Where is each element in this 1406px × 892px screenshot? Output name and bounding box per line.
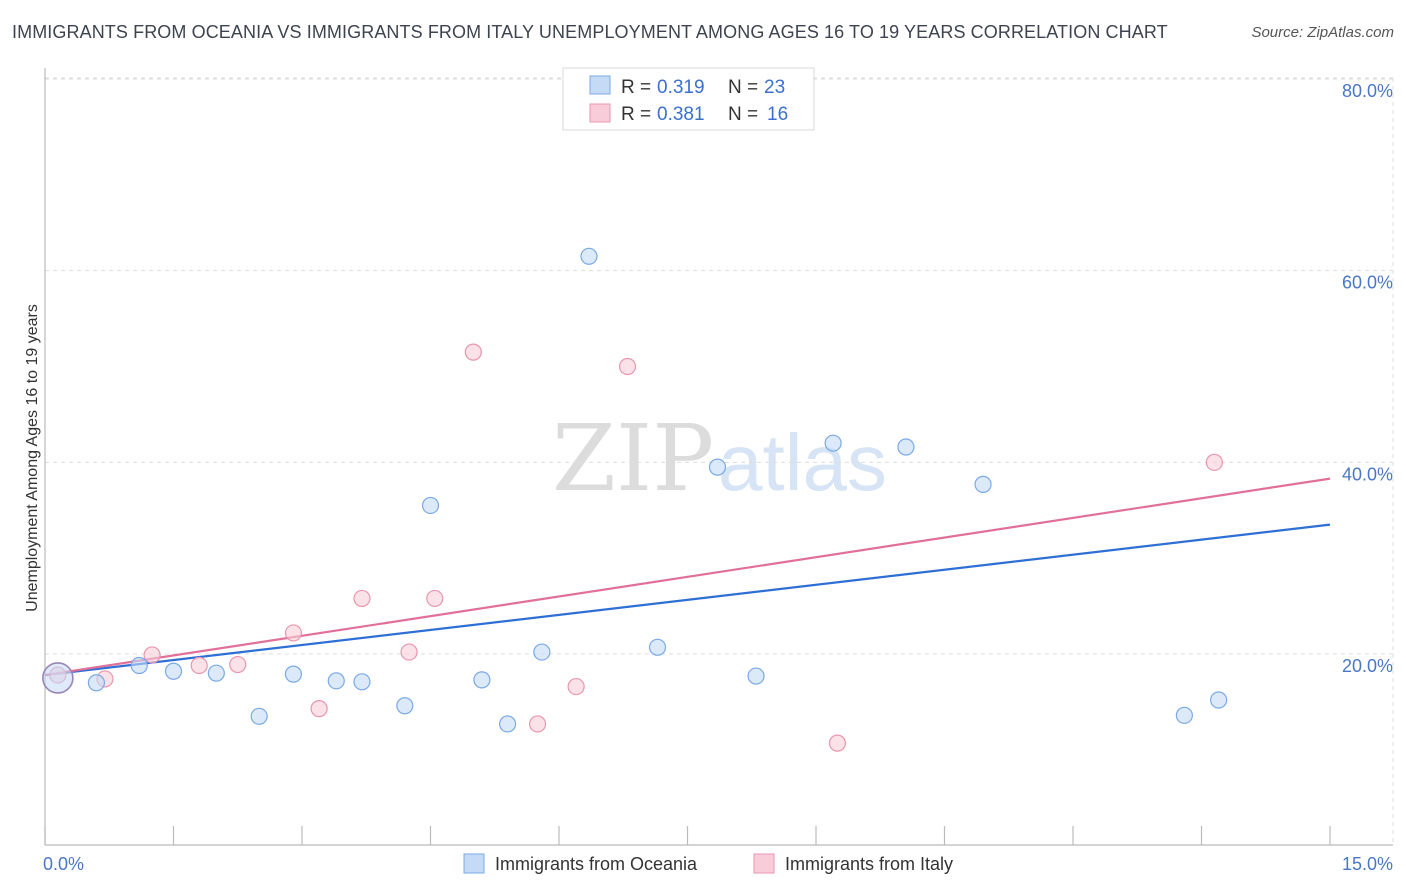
legend-r-label-italy: R =: [621, 104, 651, 125]
point-oceania: [421, 496, 440, 515]
point-oceania: [824, 434, 842, 452]
point-oceania: [284, 665, 303, 683]
point-oceania: [974, 475, 992, 493]
point-italy: [567, 677, 585, 696]
bottom-legend-swatch-oceania: [463, 853, 485, 874]
point-italy: [528, 715, 547, 733]
source-label: Source: ZipAtlas.com: [1251, 24, 1394, 41]
point-oceania: [130, 656, 148, 675]
data-points: [42, 247, 1228, 752]
point-oceania: [648, 638, 667, 656]
point-italy: [284, 624, 303, 642]
y-axis-title: Unemployment Among Ages 16 to 19 years: [24, 304, 41, 612]
point-oceania: [580, 247, 598, 265]
axes: 20.0% 40.0% 60.0% 80.0%: [44, 68, 1393, 846]
bottom-legend-swatch-italy: [753, 853, 775, 874]
watermark-zip: ZIP: [552, 405, 714, 512]
point-oceania: [897, 438, 915, 456]
point-oceania: [708, 458, 727, 476]
legend-top: R = 0.319 N = 23 R = 0.381 N = 16: [562, 67, 815, 131]
point-oceania: [747, 667, 765, 685]
trend-line-oceania: [44, 523, 1331, 677]
legend-r-label-oceania: R =: [621, 77, 651, 98]
watermark-atlas: atlas: [718, 418, 887, 507]
trend-lines: [44, 477, 1331, 677]
legend-r-italy: 0.381: [657, 104, 705, 125]
point-italy: [828, 734, 847, 752]
bottom-legend-label-oceania: Immigrants from Oceania: [495, 854, 698, 874]
point-oceania: [533, 643, 551, 661]
legend-r-oceania: 0.319: [657, 77, 705, 98]
point-italy: [400, 643, 418, 661]
point-italy: [229, 655, 247, 674]
trend-line-italy: [44, 477, 1331, 677]
legend-swatch-oceania: [589, 75, 611, 95]
legend-n-italy: 16: [767, 104, 788, 125]
point-oceania: [250, 707, 268, 725]
point-italy: [190, 656, 208, 675]
point-overlap-ring: [42, 662, 74, 694]
y-tick-label: 80.0%: [1342, 81, 1393, 101]
chart-title: IMMIGRANTS FROM OCEANIA VS IMMIGRANTS FR…: [12, 22, 1168, 42]
y-tick-label: 60.0%: [1342, 273, 1393, 293]
point-italy: [426, 589, 444, 608]
point-italy: [464, 343, 482, 361]
point-oceania: [327, 672, 345, 690]
point-italy: [143, 646, 161, 664]
x-tick-label-min: 0.0%: [43, 854, 84, 874]
point-oceania: [396, 697, 414, 715]
bottom-legend-label-italy: Immigrants from Italy: [785, 854, 953, 874]
point-oceania: [1175, 706, 1193, 724]
legend-n-label-oceania: N =: [728, 77, 758, 98]
legend-n-oceania: 23: [764, 77, 785, 98]
point-oceania: [87, 674, 106, 692]
point-oceania: [353, 673, 371, 691]
point-oceania: [1210, 691, 1228, 709]
y-tick-label: 20.0%: [1342, 656, 1393, 676]
point-italy: [310, 700, 328, 718]
point-oceania: [473, 671, 491, 689]
legend-bottom: Immigrants from Oceania Immigrants from …: [463, 853, 953, 874]
point-oceania: [499, 715, 517, 733]
legend-swatch-italy: [589, 103, 611, 123]
point-italy: [1205, 453, 1223, 471]
point-oceania: [207, 664, 225, 682]
y-tick-label: 40.0%: [1342, 464, 1393, 484]
legend-n-label-italy: N =: [728, 104, 758, 125]
point-italy: [353, 589, 371, 608]
point-italy: [618, 357, 637, 376]
x-tick-label-max: 15.0%: [1342, 854, 1393, 874]
point-oceania: [164, 662, 183, 680]
